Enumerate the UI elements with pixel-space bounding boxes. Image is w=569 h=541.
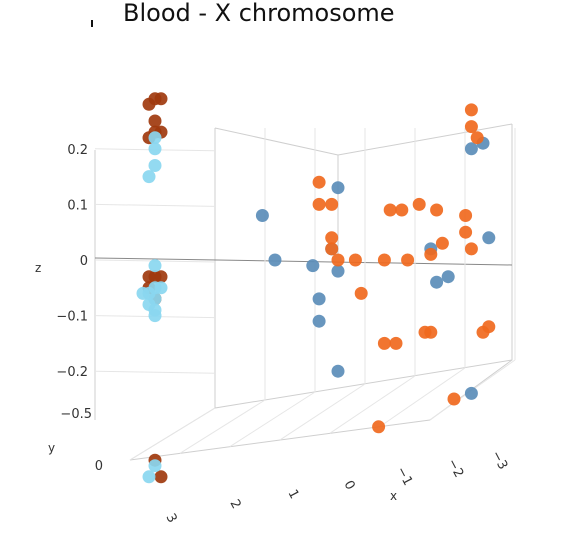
data-points: [136, 92, 496, 484]
y-tick-label: −0.5: [60, 407, 92, 422]
data-point: [331, 364, 345, 378]
data-point: [459, 225, 473, 239]
data-point: [136, 286, 150, 300]
z-tick-label: 0.2: [67, 143, 88, 158]
top-edge: [214, 127, 339, 156]
data-point: [148, 114, 162, 128]
data-point: [401, 253, 415, 267]
data-point: [377, 336, 391, 350]
floor-grid-line: [329, 375, 416, 434]
data-point: [424, 325, 438, 339]
data-point: [354, 286, 368, 300]
x-tick-label: 3: [163, 511, 180, 525]
data-point: [464, 103, 478, 117]
floor-grid-line: [279, 383, 366, 441]
data-point: [312, 175, 326, 189]
y-axis-label: y: [48, 441, 55, 455]
data-point: [325, 242, 339, 256]
x-tick-label: 2: [227, 497, 244, 511]
y-tick-label: 0: [95, 459, 103, 474]
data-point: [255, 209, 269, 222]
x-tick-label: −1: [393, 464, 415, 488]
floor-grid-line: [229, 391, 316, 448]
data-point: [331, 253, 345, 267]
data-point: [464, 120, 478, 134]
data-point: [325, 197, 339, 211]
data-point: [312, 292, 326, 306]
data-point: [142, 170, 156, 184]
x-tick-label: −2: [444, 456, 466, 480]
data-point: [148, 259, 162, 273]
data-point: [148, 142, 162, 156]
data-point: [435, 236, 449, 250]
floor-grid-line: [129, 407, 216, 461]
data-point: [459, 209, 473, 222]
data-point: [331, 181, 345, 195]
x-tick-label: −3: [488, 448, 510, 472]
x-tick-label: 0: [341, 478, 358, 492]
data-point: [154, 470, 168, 484]
data-point: [430, 275, 444, 289]
data-point: [412, 197, 426, 211]
data-point: [148, 459, 162, 473]
data-point: [325, 231, 339, 245]
data-point: [148, 131, 162, 145]
z-zero-plane-line: [94, 257, 513, 266]
data-point: [470, 131, 484, 145]
data-point: [372, 420, 386, 434]
z-tick-label: 0: [80, 254, 88, 269]
data-point: [148, 309, 162, 323]
floor-grid-line: [379, 367, 466, 427]
data-point: [142, 270, 156, 284]
data-point: [306, 259, 320, 273]
data-point: [268, 253, 282, 267]
data-point: [464, 142, 478, 156]
z-grid-line: [94, 203, 216, 207]
data-point: [441, 270, 455, 284]
data-point: [464, 386, 478, 400]
x-tick-label: 1: [285, 487, 302, 501]
z-grid-line: [94, 370, 216, 374]
data-point: [482, 231, 496, 245]
chart-title: Blood - X chromosome: [123, 0, 395, 27]
data-point: [447, 392, 461, 406]
data-point: [142, 97, 156, 111]
x-axis-label: x: [390, 489, 397, 503]
data-point: [464, 242, 478, 256]
z-tick-label: −0.2: [56, 365, 88, 380]
data-point: [389, 336, 403, 350]
data-point: [424, 247, 438, 261]
z-tick-label: 0.1: [67, 198, 88, 213]
z-axis-label: z: [35, 261, 41, 275]
data-point: [430, 203, 444, 217]
data-point: [148, 159, 162, 172]
data-point: [142, 470, 156, 484]
z-tick-label: −0.1: [56, 310, 88, 325]
data-point: [312, 197, 326, 211]
data-point: [331, 264, 345, 278]
data-point: [348, 253, 362, 267]
data-point: [395, 203, 409, 217]
back-wall-frame: [214, 124, 513, 409]
floor-grid-line: [179, 399, 266, 454]
top-edge-right: [337, 123, 513, 156]
data-point: [377, 253, 391, 267]
data-point: [482, 320, 496, 334]
data-point: [312, 314, 326, 328]
tick-labels: 0.2 0.1 0 −0.1 −0.2 −0.5 0 3 2 1 0 −1 −2 −3: [56, 143, 510, 526]
data-point: [383, 203, 397, 217]
